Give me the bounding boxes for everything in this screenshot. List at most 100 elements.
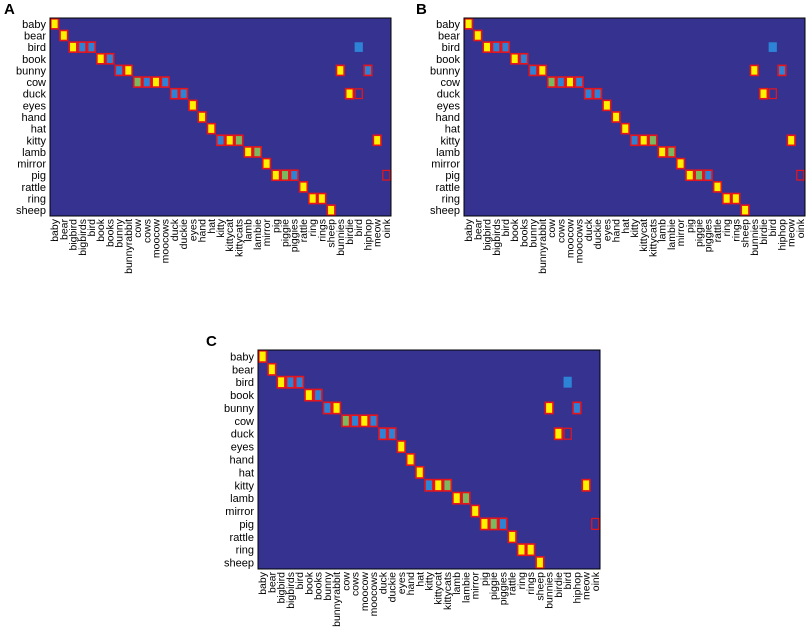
heatmap-cell xyxy=(574,76,584,88)
heatmap-cell xyxy=(712,181,723,193)
row-label: ring xyxy=(442,194,460,206)
heatmap-cell xyxy=(151,76,161,88)
column-label: hat xyxy=(414,572,426,587)
column-label: duckie xyxy=(387,572,399,603)
heatmap-cell xyxy=(387,427,397,441)
column-label: books xyxy=(313,572,325,600)
heatmap-cell xyxy=(169,87,180,100)
heatmap-cell xyxy=(354,88,363,100)
column-label: duckie xyxy=(178,219,190,250)
column-label: pig xyxy=(684,219,696,233)
column-label: hand xyxy=(611,219,623,243)
column-label: baby xyxy=(257,571,269,595)
column-label: lamb xyxy=(657,219,669,242)
row-label: rattle xyxy=(436,182,460,194)
row-label: pig xyxy=(239,519,254,531)
column-label: kitty xyxy=(424,571,436,590)
heatmap-cell xyxy=(657,146,667,158)
column-label: ring xyxy=(516,572,528,590)
column-label: rattle xyxy=(298,219,310,243)
column-label: hiphop xyxy=(571,572,583,604)
column-label: cow xyxy=(546,219,558,238)
column-label: eyes xyxy=(396,572,408,594)
row-label: bunny xyxy=(430,65,460,77)
column-label: mirror xyxy=(675,219,687,247)
heatmap-cell xyxy=(482,41,492,53)
heatmap-cell xyxy=(722,192,732,205)
heatmap-cell xyxy=(591,517,600,530)
column-label: piggies xyxy=(703,219,715,252)
heatmap-cell xyxy=(257,349,268,363)
heatmap-cell xyxy=(313,388,323,402)
row-label: book xyxy=(436,54,460,66)
column-label: bigbirds xyxy=(77,219,89,256)
heatmap-cell xyxy=(114,64,124,77)
column-label: lambie xyxy=(252,219,264,250)
column-label: kittycats xyxy=(233,219,245,257)
column-label: kittycat xyxy=(638,219,650,252)
heatmap-panel-b: Bbabybearbirdbookbunnycowduckeyeshandhat… xyxy=(416,1,807,274)
column-label: sheep xyxy=(740,219,752,248)
heatmap-cell xyxy=(234,134,244,147)
column-label: kittycat xyxy=(433,572,445,605)
heatmap-cell xyxy=(179,87,189,100)
column-label: eyes xyxy=(601,219,613,241)
heatmap-cell xyxy=(225,134,235,147)
heatmap-cell xyxy=(611,111,621,123)
heatmap-cell xyxy=(298,181,309,193)
column-label: kitty xyxy=(629,218,641,237)
row-label: rattle xyxy=(230,532,254,544)
column-label: bird xyxy=(562,572,574,590)
column-label: ring xyxy=(307,219,319,237)
row-label: bird xyxy=(236,377,254,389)
column-label: mirror xyxy=(261,219,273,247)
heatmap-cell xyxy=(498,517,508,531)
heatmap-cell xyxy=(620,122,630,135)
column-label: cow xyxy=(340,572,352,591)
column-label: bunnies xyxy=(749,219,761,256)
heatmap-cell xyxy=(86,41,97,53)
row-label: mirror xyxy=(431,159,460,171)
heatmap-cell xyxy=(308,192,318,205)
column-label: moocow xyxy=(359,572,371,612)
row-label: eyes xyxy=(23,100,47,112)
heatmap-cell xyxy=(368,414,379,428)
heatmap-cell xyxy=(510,52,520,65)
heatmap-cell xyxy=(544,401,554,415)
row-label: lamb xyxy=(22,147,46,159)
heatmap-cell xyxy=(378,427,388,441)
row-label: bear xyxy=(438,30,460,42)
column-label: bird xyxy=(294,572,306,590)
heatmap-cell xyxy=(382,169,391,181)
column-label: bunny xyxy=(528,218,540,247)
row-label: bear xyxy=(232,364,254,376)
row-label: kitty xyxy=(234,480,254,492)
column-label: sheep xyxy=(326,219,338,248)
row-label: hat xyxy=(445,124,460,136)
column-label: cow xyxy=(132,219,144,238)
heatmap-cell xyxy=(354,42,363,52)
heatmap-cell xyxy=(317,192,327,205)
column-label: oink xyxy=(381,218,393,238)
row-label: pig xyxy=(445,170,460,182)
column-label: rings xyxy=(525,572,537,595)
column-label: moocow xyxy=(564,219,576,259)
row-label: hand xyxy=(230,455,254,467)
heatmap-cell xyxy=(160,76,170,88)
row-label: mirror xyxy=(225,506,254,518)
heatmap-cell xyxy=(442,478,453,492)
heatmap-cell xyxy=(491,41,501,53)
row-label: bear xyxy=(24,30,46,42)
column-label: oink xyxy=(590,571,602,591)
heatmap-cell xyxy=(105,52,115,65)
row-label: sheep xyxy=(430,205,460,217)
heatmap-cell xyxy=(350,414,360,428)
heatmap-cell xyxy=(786,134,796,147)
heatmap-cell xyxy=(470,504,480,518)
plot-frame xyxy=(49,17,392,217)
column-label: bigbird xyxy=(68,219,80,251)
row-label: cow xyxy=(234,416,254,428)
heatmap-cell xyxy=(322,401,332,415)
heatmap-cell xyxy=(685,169,695,182)
